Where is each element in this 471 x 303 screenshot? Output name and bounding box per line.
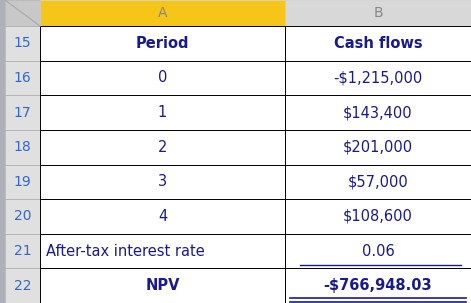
Text: NPV: NPV: [145, 278, 180, 293]
Text: 19: 19: [14, 175, 32, 189]
Text: $143,400: $143,400: [343, 105, 413, 120]
Bar: [285, 26, 471, 61]
Bar: [285, 61, 471, 95]
Bar: [40, 268, 285, 303]
Text: 16: 16: [14, 71, 32, 85]
Bar: [5, 0, 40, 26]
Bar: [5, 95, 40, 130]
Text: 4: 4: [158, 209, 167, 224]
Bar: [5, 268, 40, 303]
Text: 0: 0: [158, 70, 167, 85]
Text: 21: 21: [14, 244, 31, 258]
Bar: [40, 95, 285, 130]
Text: -$766,948.03: -$766,948.03: [324, 278, 432, 293]
Text: 20: 20: [14, 209, 31, 223]
Text: Cash flows: Cash flows: [333, 36, 422, 51]
Bar: [5, 165, 40, 199]
Bar: [40, 130, 285, 165]
Text: 1: 1: [158, 105, 167, 120]
Text: A: A: [158, 6, 167, 20]
Text: 15: 15: [14, 36, 31, 50]
Text: 17: 17: [14, 105, 31, 120]
Text: 0.06: 0.06: [362, 244, 394, 258]
Text: 3: 3: [158, 174, 167, 189]
Bar: [0, 0, 5, 303]
Bar: [285, 199, 471, 234]
Bar: [40, 26, 285, 61]
Bar: [285, 0, 471, 26]
Text: Period: Period: [136, 36, 189, 51]
Bar: [5, 199, 40, 234]
Bar: [5, 130, 40, 165]
Bar: [5, 26, 40, 61]
Bar: [40, 165, 285, 199]
Bar: [40, 234, 285, 268]
Bar: [5, 234, 40, 268]
Bar: [40, 199, 285, 234]
Text: $108,600: $108,600: [343, 209, 413, 224]
Bar: [5, 61, 40, 95]
Text: $201,000: $201,000: [343, 140, 413, 155]
Bar: [40, 61, 285, 95]
Text: 22: 22: [14, 279, 31, 293]
Text: B: B: [373, 6, 383, 20]
Bar: [40, 0, 285, 26]
Text: 2: 2: [158, 140, 167, 155]
Bar: [285, 95, 471, 130]
Text: $57,000: $57,000: [348, 174, 408, 189]
Text: After-tax interest rate: After-tax interest rate: [46, 244, 205, 258]
Bar: [285, 268, 471, 303]
Bar: [285, 130, 471, 165]
Text: 18: 18: [14, 140, 32, 154]
Bar: [285, 234, 471, 268]
Bar: [285, 165, 471, 199]
Text: -$1,215,000: -$1,215,000: [333, 70, 422, 85]
